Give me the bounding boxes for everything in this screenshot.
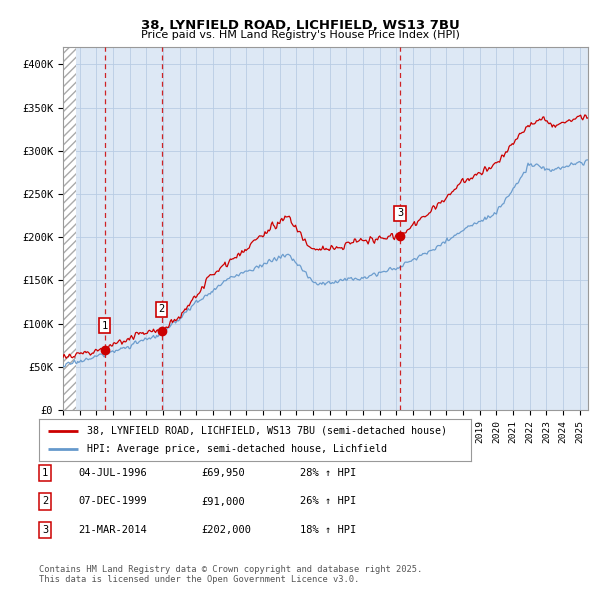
Text: £91,000: £91,000 <box>201 497 245 506</box>
Text: Contains HM Land Registry data © Crown copyright and database right 2025.
This d: Contains HM Land Registry data © Crown c… <box>39 565 422 584</box>
Text: 3: 3 <box>397 208 403 218</box>
Text: 2: 2 <box>42 497 48 506</box>
Text: 04-JUL-1996: 04-JUL-1996 <box>78 468 147 478</box>
Text: HPI: Average price, semi-detached house, Lichfield: HPI: Average price, semi-detached house,… <box>86 444 386 454</box>
Text: 2: 2 <box>158 304 165 314</box>
Text: 3: 3 <box>42 525 48 535</box>
Text: 28% ↑ HPI: 28% ↑ HPI <box>300 468 356 478</box>
Text: 38, LYNFIELD ROAD, LICHFIELD, WS13 7BU: 38, LYNFIELD ROAD, LICHFIELD, WS13 7BU <box>140 19 460 32</box>
Text: 18% ↑ HPI: 18% ↑ HPI <box>300 525 356 535</box>
Text: 38, LYNFIELD ROAD, LICHFIELD, WS13 7BU (semi-detached house): 38, LYNFIELD ROAD, LICHFIELD, WS13 7BU (… <box>86 426 446 436</box>
Bar <box>63 47 76 410</box>
Text: Price paid vs. HM Land Registry's House Price Index (HPI): Price paid vs. HM Land Registry's House … <box>140 30 460 40</box>
Text: £69,950: £69,950 <box>201 468 245 478</box>
Text: £202,000: £202,000 <box>201 525 251 535</box>
Text: 1: 1 <box>101 320 108 330</box>
Text: 1: 1 <box>42 468 48 478</box>
Text: 26% ↑ HPI: 26% ↑ HPI <box>300 497 356 506</box>
Text: 07-DEC-1999: 07-DEC-1999 <box>78 497 147 506</box>
Text: 21-MAR-2014: 21-MAR-2014 <box>78 525 147 535</box>
